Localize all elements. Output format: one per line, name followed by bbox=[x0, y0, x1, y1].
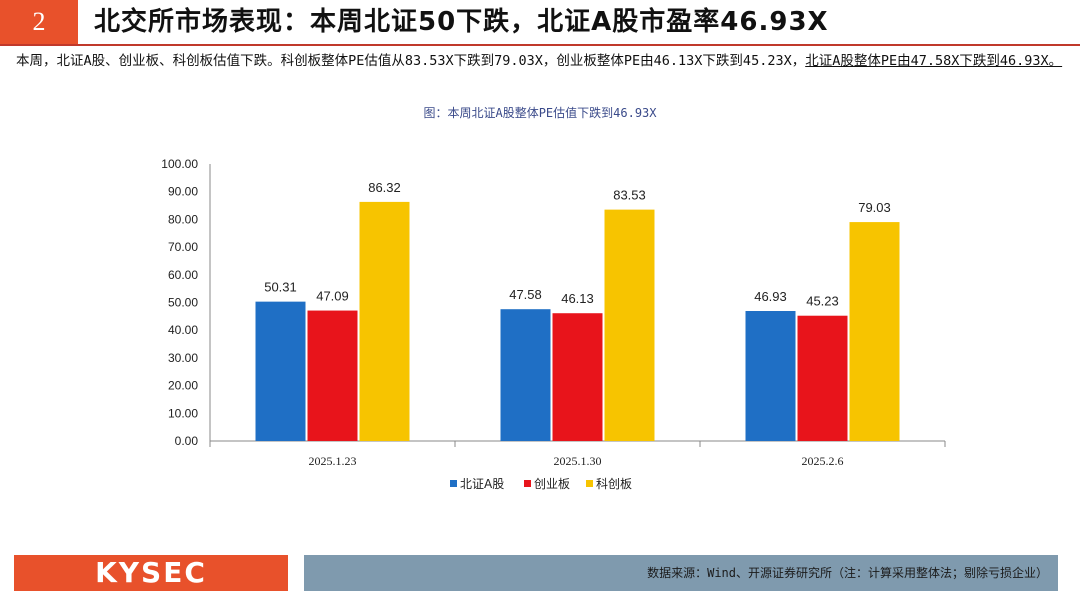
x-tick-label: 2025.1.30 bbox=[554, 454, 602, 468]
summary-text-underlined: 北证A股整体PE由47.58X下跌到46.93X。 bbox=[805, 53, 1063, 69]
bar-1-1 bbox=[255, 301, 306, 441]
data-label: 47.09 bbox=[316, 289, 349, 304]
y-tick-label: 60.00 bbox=[168, 268, 198, 282]
bar-2-2 bbox=[552, 313, 603, 441]
data-label: 79.03 bbox=[858, 200, 891, 215]
bar-1-3 bbox=[745, 311, 796, 441]
legend-label-2: 创业板 bbox=[534, 477, 570, 491]
header-divider bbox=[0, 44, 1080, 46]
data-label: 45.23 bbox=[806, 294, 839, 309]
header: 2 北交所市场表现：本周北证50下跌，北证A股市盈率46.93X bbox=[0, 0, 1080, 44]
legend-label-3: 科创板 bbox=[596, 477, 632, 491]
figure-title: 图：本周北证A股整体PE估值下跌到46.93X bbox=[423, 106, 657, 120]
data-label: 50.31 bbox=[264, 280, 297, 295]
data-label: 47.58 bbox=[509, 287, 542, 302]
bar-3-1 bbox=[359, 201, 410, 441]
data-source: 数据来源：Wind、开源证券研究所（注：计算采用整体法；剔除亏损企业） bbox=[304, 555, 1058, 591]
bar-1-2 bbox=[500, 309, 551, 441]
y-tick-label: 0.00 bbox=[175, 434, 199, 448]
y-tick-label: 40.00 bbox=[168, 323, 198, 337]
x-tick-label: 2025.1.23 bbox=[309, 454, 357, 468]
y-tick-label: 20.00 bbox=[168, 379, 198, 393]
data-label: 86.32 bbox=[368, 180, 401, 195]
legend-swatch-2 bbox=[524, 480, 531, 487]
y-tick-label: 70.00 bbox=[168, 240, 198, 254]
x-tick-label: 2025.2.6 bbox=[802, 454, 844, 468]
y-tick-label: 90.00 bbox=[168, 185, 198, 199]
y-tick-label: 100.00 bbox=[161, 157, 198, 171]
bar-2-1 bbox=[307, 310, 358, 441]
y-tick-label: 50.00 bbox=[168, 296, 198, 310]
bar-3-2 bbox=[604, 209, 655, 441]
y-tick-label: 30.00 bbox=[168, 351, 198, 365]
data-source-text: 数据来源：Wind、开源证券研究所（注：计算采用整体法；剔除亏损企业） bbox=[647, 566, 1048, 580]
summary-paragraph: 本周，北证A股、创业板、科创板估值下跌。科创板整体PE估值从83.53X下跌到7… bbox=[16, 49, 1066, 73]
data-label: 46.93 bbox=[754, 289, 787, 304]
summary-text: 本周，北证A股、创业板、科创板估值下跌。科创板整体PE估值从83.53X下跌到7… bbox=[16, 53, 806, 69]
pe-bar-chart: 0.00 10.00 20.00 30.00 40.00 50.00 60.00 70.00 8… bbox=[161, 157, 946, 491]
y-tick-label: 80.00 bbox=[168, 212, 198, 226]
page-title: 北交所市场表现：本周北证50下跌，北证A股市盈率46.93X bbox=[94, 7, 829, 37]
legend-swatch-1 bbox=[450, 480, 457, 487]
data-label: 83.53 bbox=[613, 188, 646, 203]
kysec-logo: KYSEC bbox=[14, 555, 288, 591]
bar-3-3 bbox=[849, 222, 900, 441]
y-tick-label: 10.00 bbox=[168, 406, 198, 420]
data-label: 46.13 bbox=[561, 291, 594, 306]
legend-swatch-3 bbox=[586, 480, 593, 487]
legend-label-1: 北证A股 bbox=[460, 477, 504, 491]
section-number: 2 bbox=[0, 0, 78, 44]
bar-2-3 bbox=[797, 315, 848, 441]
